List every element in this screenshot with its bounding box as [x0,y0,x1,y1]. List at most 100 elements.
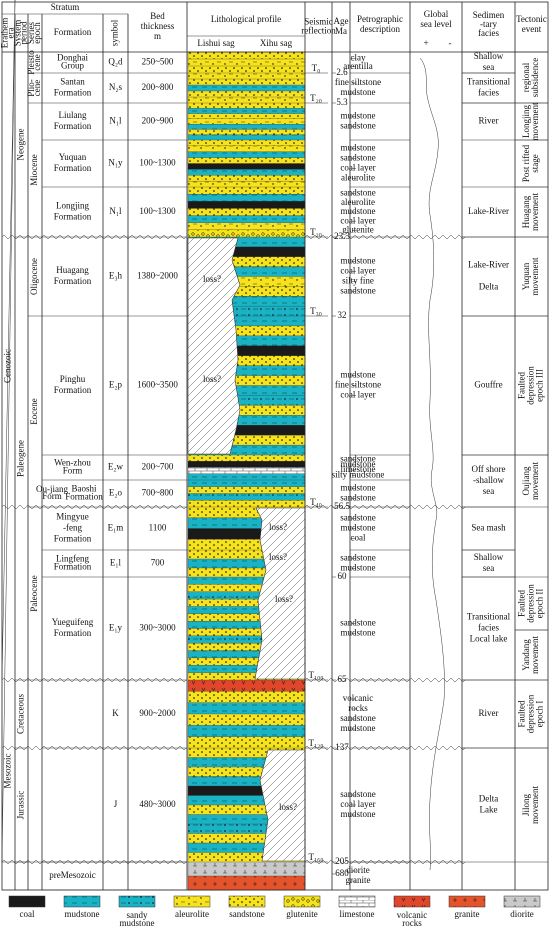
legend-label: rocks [402,918,422,928]
header-era: Erathem [0,18,10,49]
header-age: Age [334,16,349,26]
facies: Off shore [471,464,505,474]
description: coal layer [340,215,375,225]
litho-band [187,861,306,877]
formation-name: Huagang [56,265,89,275]
formation-name: Group [61,61,84,71]
facies: -shallow [473,475,504,485]
header-age: Ma [335,26,347,36]
description: mudstone [341,87,376,97]
header-facies: Sedimen [473,10,505,20]
legend-label: sandstone [229,909,265,919]
litho-band [187,134,306,141]
litho-band [187,169,306,176]
litho-band [187,479,306,488]
system: Paleogene [16,440,26,477]
formation-name: Liulang [59,110,87,120]
unconformity [1,505,187,509]
loss-label: loss? [279,802,297,812]
facies: sea [483,563,495,573]
litho-band [187,215,306,224]
facies: Local lake [470,634,508,644]
formation-symbol: J [114,799,118,809]
header-symbol: symbol [110,19,120,46]
seismic-label: T₂₀ [310,93,322,103]
description: clay [351,52,366,62]
legend-swatch [8,895,46,908]
seismic-label: T₄₀ [310,497,322,507]
litho-band [187,151,306,159]
formation-name: Formation [54,212,92,222]
description: fine siltstone [335,380,381,390]
description: diorite [346,865,370,875]
description: mudstone [341,370,376,380]
header-formation: Formation [54,27,92,37]
header-thickness: m [154,31,161,41]
formation-name: Formation [54,628,92,638]
frame [1,1,549,891]
unconformity [304,678,466,682]
age: 32 [338,310,347,320]
seismic-label: T₂₀ [310,227,322,237]
litho-band [187,175,306,182]
age: 205 [335,856,349,866]
formation-name: Formation [54,121,92,131]
legend-swatch [228,895,266,908]
series: Paleocene [29,575,39,611]
litho-band [187,486,306,494]
litho-band [187,713,306,726]
system: Cretaceous [16,694,26,734]
description: rocks [348,703,368,713]
facies: Transitional [467,612,511,622]
header-system: System [13,20,23,47]
header-tectonic: Tectonic [516,14,547,24]
litho-band [187,51,306,60]
description: glutenite [342,224,374,234]
description: mudstone [341,483,376,493]
unconformity [1,678,187,682]
formation-thickness: 100~1300 [139,158,176,168]
legend-swatch [63,895,101,908]
description: aleurolite [341,173,375,183]
legend-swatch [173,895,211,908]
loss-label: loss? [269,522,287,532]
description: mudstone [341,723,376,733]
formation-symbol: E₂o [109,488,123,498]
loss-label: loss? [203,374,221,384]
legend-label: volcanic [397,910,428,920]
loss-area [187,237,241,455]
facies: Shallow [474,552,504,562]
header-thickness: Bed [150,11,165,21]
facies: Gouffre [474,380,502,390]
tectonic: stage [530,154,540,173]
age: 2.6 [336,67,348,77]
description: coal [351,533,366,543]
description: mudstone [341,111,376,121]
legend-label: granite [455,909,480,919]
unconformity [1,746,187,750]
litho-band [187,222,306,231]
tectonic: movement [530,462,540,500]
description: sandstone [340,493,376,503]
formation-symbol: N₁l [109,116,122,126]
formation-thickness: 200~700 [142,462,174,472]
header-series: Series [26,22,36,44]
litho-band [187,78,306,86]
litho-band [187,454,306,462]
unconformity [1,860,187,864]
litho-band [187,163,306,170]
litho-band [187,129,306,136]
facies: River [479,116,499,126]
header-seismic: Seismic [304,17,333,27]
formation-symbol: E₂p [109,380,123,390]
formation-thickness: 700 [151,558,165,568]
formation-thickness: 100~1300 [139,206,176,216]
legend-swatch [393,895,431,908]
seismic-label: T₁₂₀ [309,738,324,748]
formation-symbol: K [112,708,119,718]
facies: sea [483,62,495,72]
formation-name: preMesozoic [49,870,95,880]
series: Plio- [26,79,36,97]
header-facies: -tary [480,19,497,29]
legend-label: limestone [340,909,375,919]
